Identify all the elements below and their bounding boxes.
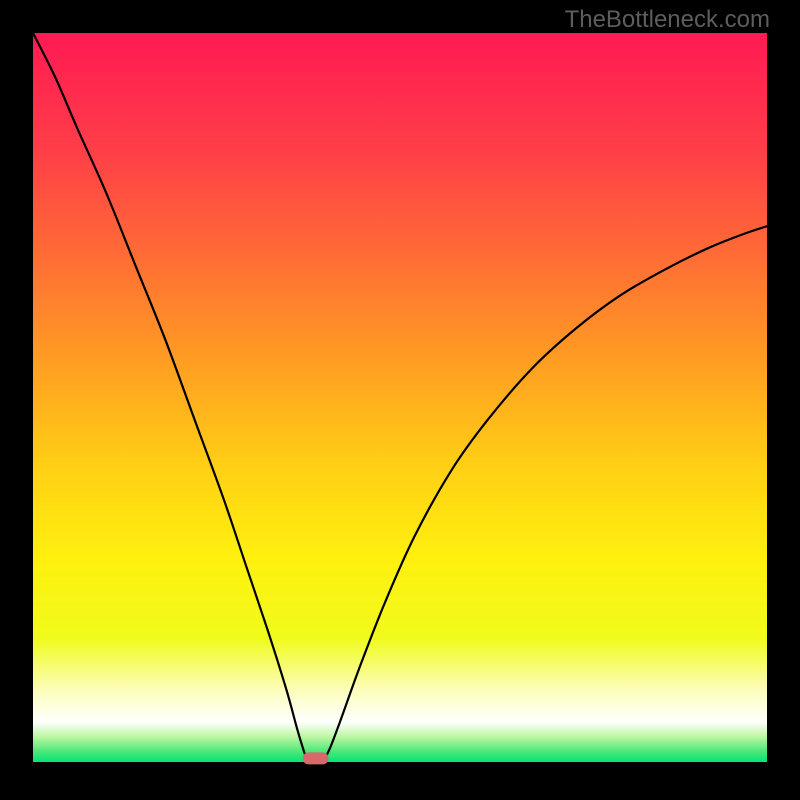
- plot-background: [33, 33, 767, 762]
- chart-root: TheBottleneck.com: [0, 0, 800, 800]
- chart-svg: [0, 0, 800, 800]
- minimum-marker: [303, 752, 329, 764]
